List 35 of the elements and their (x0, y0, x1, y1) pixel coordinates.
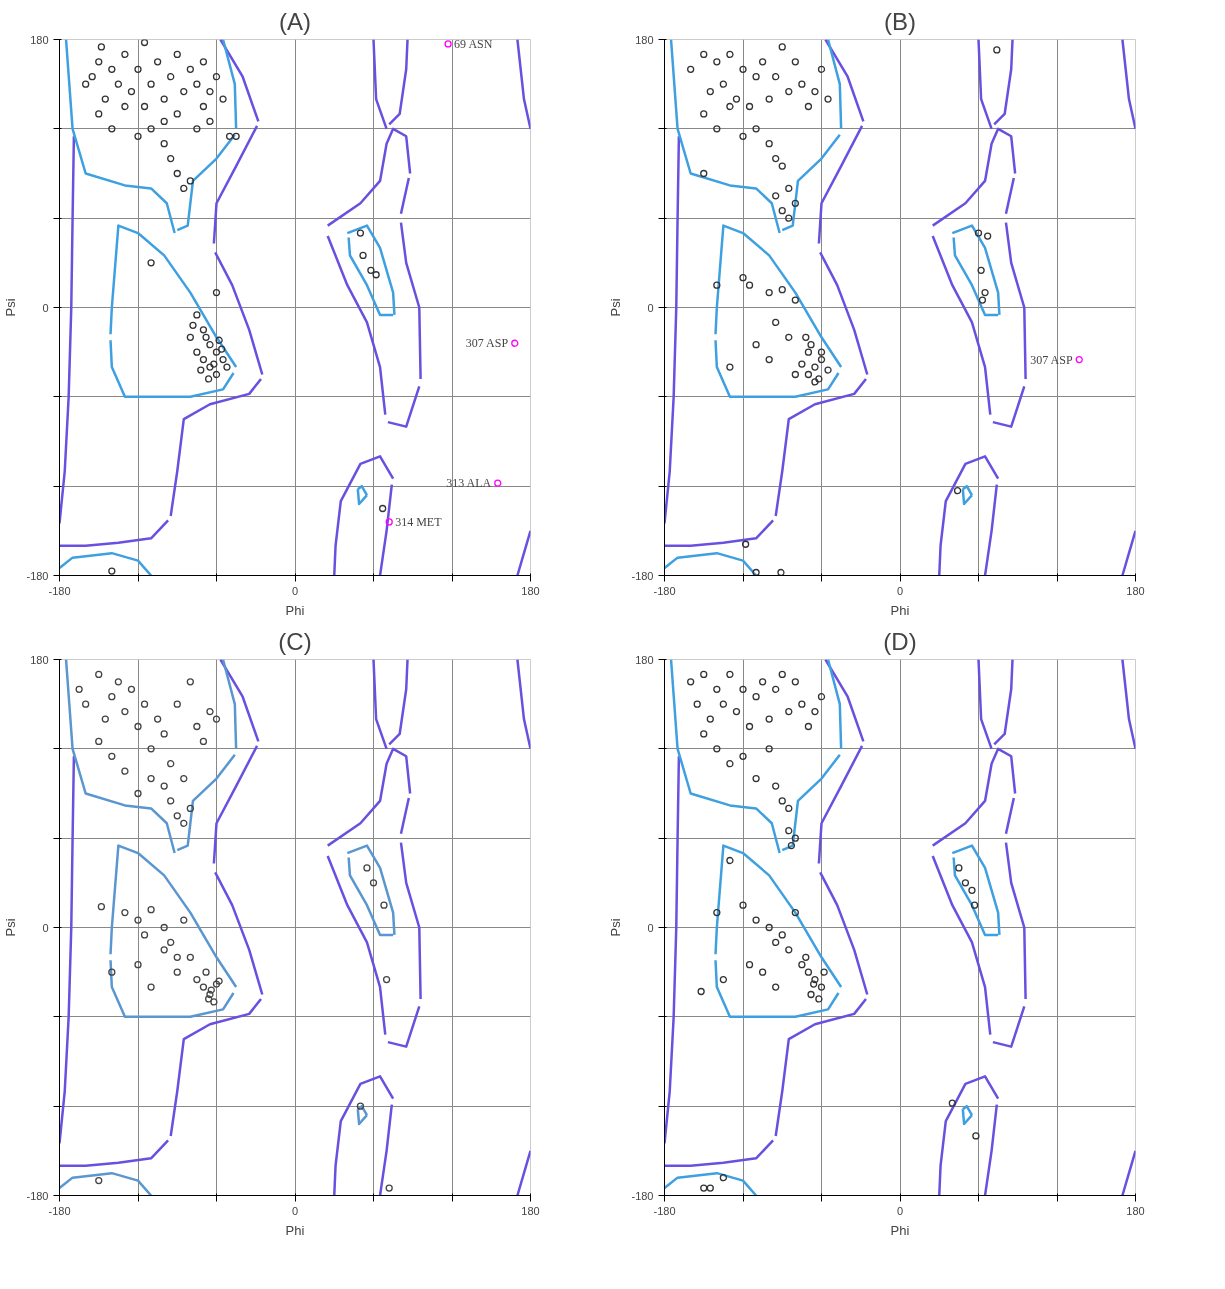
x-tick-label: 0 (896, 1204, 904, 1217)
y-tick-label: -180 (26, 1189, 49, 1202)
x-axis-title: Phi (890, 1222, 910, 1238)
chart-title: (C) (278, 627, 312, 655)
y-tick-label: 0 (42, 301, 49, 314)
x-axis-title: Phi (285, 602, 305, 618)
y-tick-label: 0 (647, 921, 654, 934)
y-axis-title: Psi (3, 918, 19, 937)
annotation: 307 ASP (465, 336, 509, 351)
chart-title: (B) (884, 7, 916, 35)
x-axis-title: Phi (285, 1222, 305, 1238)
y-tick-label: 0 (647, 301, 654, 314)
x-axis-title: Phi (890, 602, 910, 618)
x-tick-label: 0 (291, 584, 299, 597)
y-tick-label: 0 (42, 921, 49, 934)
x-tick-label: 0 (896, 584, 904, 597)
y-axis-title: Psi (3, 298, 19, 317)
y-tick-label: -180 (26, 569, 49, 582)
y-tick-label: -180 (631, 1189, 654, 1202)
y-tick-label: 180 (635, 33, 654, 46)
x-tick-label: 180 (521, 1204, 540, 1217)
y-tick-label: 180 (635, 653, 654, 666)
x-tick-label: 180 (1126, 1204, 1145, 1217)
annotation: 69 ASN (454, 36, 493, 51)
x-tick-label: 0 (291, 1204, 299, 1217)
chart-title: (D) (883, 627, 917, 655)
y-tick-label: 180 (30, 653, 49, 666)
y-tick-label: 180 (30, 33, 49, 46)
x-tick-label: 180 (521, 584, 540, 597)
y-tick-label: -180 (631, 569, 654, 582)
x-tick-label: 180 (1126, 584, 1145, 597)
chart-title: (A) (279, 7, 311, 35)
y-axis-title: Psi (608, 298, 624, 317)
y-axis-title: Psi (608, 918, 624, 937)
annotation: 314 MET (395, 514, 443, 529)
